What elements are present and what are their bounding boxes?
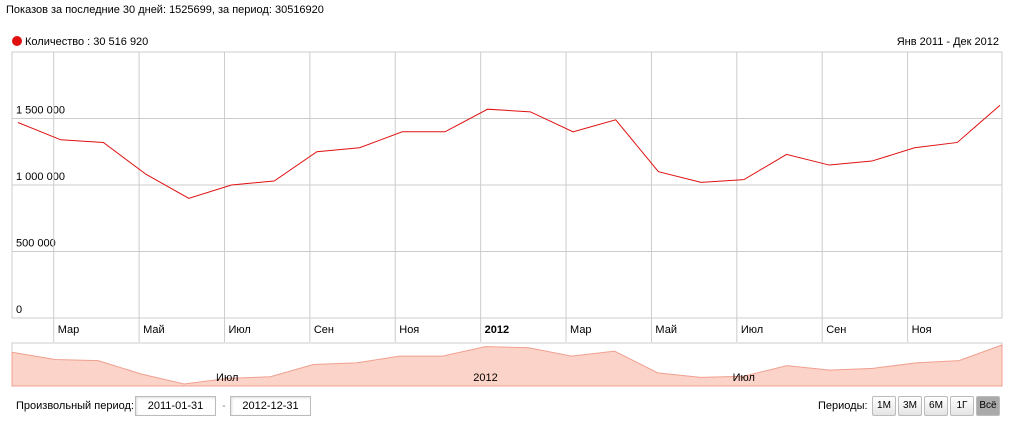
x-tick-label: Май xyxy=(143,324,165,336)
x-tick-label: Май xyxy=(655,324,677,336)
custom-period-label: Произвольный период: xyxy=(16,400,134,412)
overview-label: 2012 xyxy=(473,372,497,384)
y-tick-label: 1 500 000 xyxy=(16,104,65,116)
period-button[interactable]: 1Г xyxy=(950,396,974,416)
legend-marker xyxy=(12,36,22,46)
x-tick-label: Мар xyxy=(58,324,80,336)
period-button[interactable]: 6М xyxy=(924,396,948,416)
x-tick-label: Сен xyxy=(826,324,846,336)
x-tick-label: Мар xyxy=(570,324,592,336)
series-line xyxy=(17,104,1001,199)
y-tick-label: 1 000 000 xyxy=(16,171,65,183)
x-tick-label: Июл xyxy=(228,324,250,336)
legend-label: Количество : 30 516 920 xyxy=(25,36,148,48)
x-tick-label: 2012 xyxy=(485,324,509,336)
date-separator: - xyxy=(222,400,226,412)
x-tick-label: Июл xyxy=(741,324,763,336)
date-range: Янв 2011 - Дек 2012 xyxy=(897,36,999,48)
date-to-input[interactable]: 2012-12-31 xyxy=(230,396,311,416)
x-tick-label: Сен xyxy=(314,324,334,336)
period-button[interactable]: 1М xyxy=(872,396,896,416)
overview-label: Июл xyxy=(216,372,238,384)
overview-label: Июл xyxy=(733,372,755,384)
x-tick-label: Ноя xyxy=(399,324,419,336)
period-button[interactable]: Всё xyxy=(976,396,1000,416)
date-from-input[interactable]: 2011-01-31 xyxy=(135,396,216,416)
period-button[interactable]: 3М xyxy=(898,396,922,416)
overview-area xyxy=(11,344,1003,387)
periods-label: Периоды: xyxy=(818,400,868,412)
header-summary: Показов за последние 30 дней: 1525699, з… xyxy=(6,4,324,16)
y-tick-label: 500 000 xyxy=(16,237,56,249)
x-tick-label: Ноя xyxy=(912,324,932,336)
y-tick-label: 0 xyxy=(16,304,22,316)
